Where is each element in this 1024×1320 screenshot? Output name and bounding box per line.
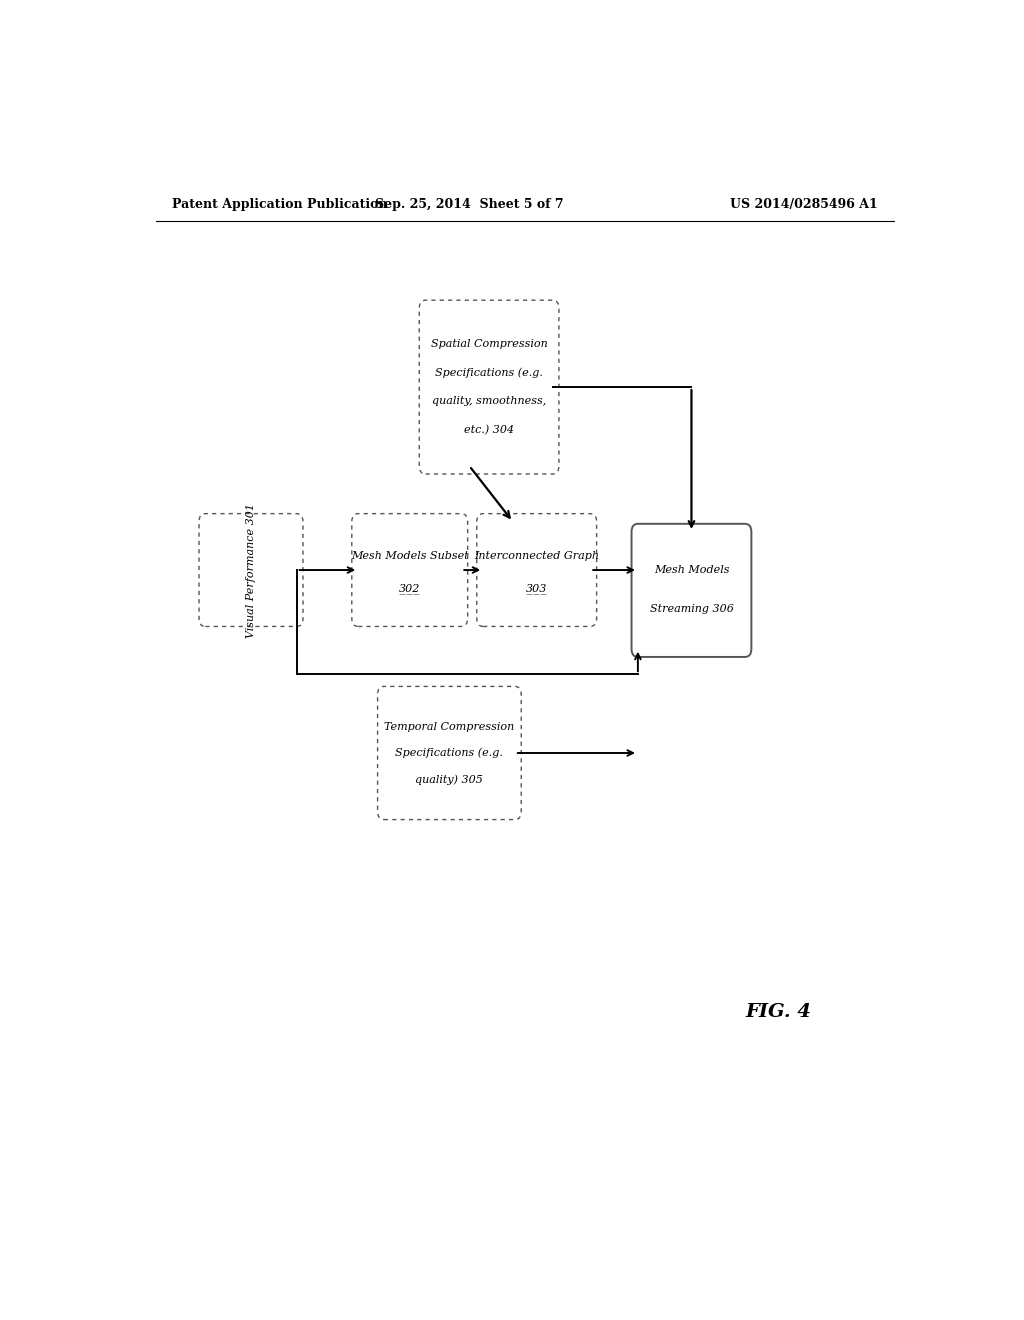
FancyBboxPatch shape xyxy=(352,513,468,627)
FancyBboxPatch shape xyxy=(419,300,559,474)
Text: Mesh Models: Mesh Models xyxy=(653,565,729,576)
FancyBboxPatch shape xyxy=(477,513,597,627)
FancyBboxPatch shape xyxy=(632,524,752,657)
Text: Streaming 306: Streaming 306 xyxy=(649,603,733,614)
FancyBboxPatch shape xyxy=(199,513,303,627)
Text: 3̲0̲3̲: 3̲0̲3̲ xyxy=(526,583,548,594)
Text: Patent Application Publication: Patent Application Publication xyxy=(172,198,387,211)
Text: etc.) 304: etc.) 304 xyxy=(464,425,514,434)
Text: Specifications (e.g.: Specifications (e.g. xyxy=(435,367,543,378)
Text: Specifications (e.g.: Specifications (e.g. xyxy=(395,747,504,758)
Text: quality, smoothness,: quality, smoothness, xyxy=(432,396,546,407)
Text: quality) 305: quality) 305 xyxy=(416,774,483,784)
Text: Temporal Compression: Temporal Compression xyxy=(384,722,514,731)
Text: US 2014/0285496 A1: US 2014/0285496 A1 xyxy=(730,198,878,211)
Text: Visual Performance 301: Visual Performance 301 xyxy=(246,503,256,638)
Text: FIG. 4: FIG. 4 xyxy=(745,1003,812,1022)
Text: 3̲0̲2̲: 3̲0̲2̲ xyxy=(399,583,421,594)
FancyBboxPatch shape xyxy=(378,686,521,820)
Text: Sep. 25, 2014  Sheet 5 of 7: Sep. 25, 2014 Sheet 5 of 7 xyxy=(375,198,563,211)
Text: Spatial Compression: Spatial Compression xyxy=(431,339,548,350)
Text: Mesh Models Subset: Mesh Models Subset xyxy=(351,550,469,561)
Text: Interconnected Graph: Interconnected Graph xyxy=(474,550,599,561)
